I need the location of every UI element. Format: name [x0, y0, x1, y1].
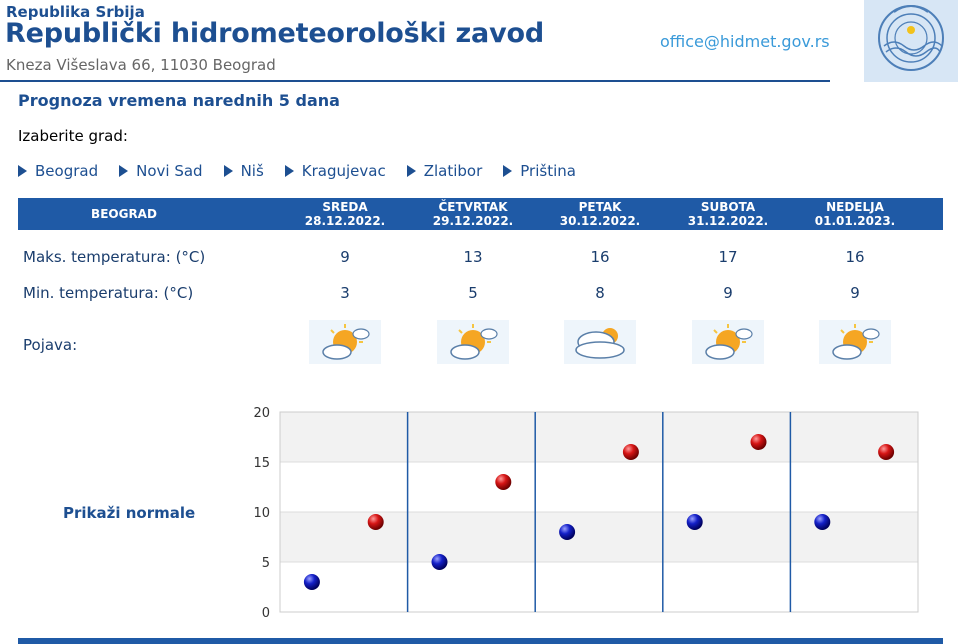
chart-y-tick-label: 20 [253, 406, 270, 421]
max-temp-value: 9 [340, 248, 350, 266]
city-link-novi-sad[interactable]: Novi Sad [119, 162, 203, 180]
header-divider [0, 80, 830, 82]
day-header: NEDELJA 01.01.2023. [814, 200, 896, 228]
footer-bar [18, 638, 943, 644]
min-temp-point [559, 524, 576, 540]
chart-band [280, 412, 918, 462]
min-temp-point [303, 574, 320, 590]
chart-band [280, 562, 918, 612]
max-temp-value: 17 [718, 248, 738, 266]
chart-y-tick-label: 5 [262, 556, 270, 571]
sun-cloud-icon [437, 320, 509, 364]
arrow-right-icon [284, 165, 294, 177]
min-temp-value: 3 [340, 284, 350, 302]
max-temp-value: 16 [845, 248, 865, 266]
max-temp-value: 13 [463, 248, 483, 266]
max-temp-point [622, 444, 639, 460]
arrow-right-icon [406, 165, 416, 177]
day-header: SUBOTA 31.12.2022. [687, 200, 769, 228]
arrow-right-icon [119, 165, 129, 177]
max-temp-label: Maks. temperatura: (°C) [23, 248, 206, 266]
institute-name[interactable]: Republički hidrometeorološki zavod [5, 18, 544, 49]
chart-y-tick-label: 15 [253, 456, 270, 471]
min-temp-label: Min. temperatura: (°C) [23, 284, 194, 302]
day-header: ČETVRTAK 29.12.2022. [432, 200, 514, 228]
city-link-nis[interactable]: Niš [223, 162, 264, 180]
email-link[interactable]: office@hidmet.gov.rs [660, 32, 830, 51]
phenomenon-label: Pojava: [23, 336, 78, 354]
min-temp-point [686, 514, 703, 530]
forecast-table-header: BEOGRAD SREDA 28.12.2022. ČETVRTAK 29.12.2… [18, 198, 943, 230]
chart-band [280, 462, 918, 512]
max-temp-point [367, 514, 384, 530]
city-link-kragujevac[interactable]: Kragujevac [284, 162, 386, 180]
max-temp-point [878, 444, 895, 460]
cloud-sun-icon [564, 320, 636, 364]
max-temp-point [750, 434, 767, 450]
sun-cloud-icon [309, 320, 381, 364]
chart-plot-border [279, 411, 919, 613]
day-header: PETAK 30.12.2022. [559, 200, 641, 228]
chart-band [280, 512, 918, 562]
min-temp-value: 8 [595, 284, 605, 302]
sun-cloud-icon [692, 320, 764, 364]
city-link-beograd[interactable]: Beograd [18, 162, 98, 180]
city-list: Beograd Novi Sad Niš Kragujevac Zlatibor… [18, 162, 597, 180]
republic-label: Republika Srbija [6, 3, 145, 21]
choose-city-label: Izaberite grad: [18, 127, 128, 145]
institute-address: Kneza Višeslava 66, 11030 Beograd [6, 56, 276, 74]
min-temp-point [431, 554, 448, 570]
max-temp-value: 16 [590, 248, 610, 266]
min-temp-value: 5 [468, 284, 478, 302]
forecast-city-name: BEOGRAD [91, 207, 157, 221]
site-header: Republika Srbija Republički hidrometeoro… [0, 0, 968, 84]
rhmz-logo-icon[interactable] [864, 0, 958, 82]
day-header: SREDA 28.12.2022. [304, 200, 386, 228]
city-link-pristina[interactable]: Priština [503, 162, 576, 180]
chart-y-tick-label: 10 [253, 506, 270, 521]
min-temp-point [814, 514, 831, 530]
min-temp-value: 9 [850, 284, 860, 302]
temperature-chart: 0 5 10 15 20 [253, 406, 919, 620]
show-normals-link[interactable]: Prikaži normale [63, 504, 196, 522]
arrow-right-icon [503, 165, 513, 177]
arrow-right-icon [18, 165, 27, 177]
min-temp-value: 9 [723, 284, 733, 302]
page-title: Prognoza vremena narednih 5 dana [18, 91, 340, 110]
chart-y-tick-label: 0 [262, 606, 270, 620]
arrow-right-icon [223, 165, 233, 177]
city-link-zlatibor[interactable]: Zlatibor [406, 162, 482, 180]
max-temp-point [495, 474, 512, 490]
sun-cloud-icon [819, 320, 891, 364]
